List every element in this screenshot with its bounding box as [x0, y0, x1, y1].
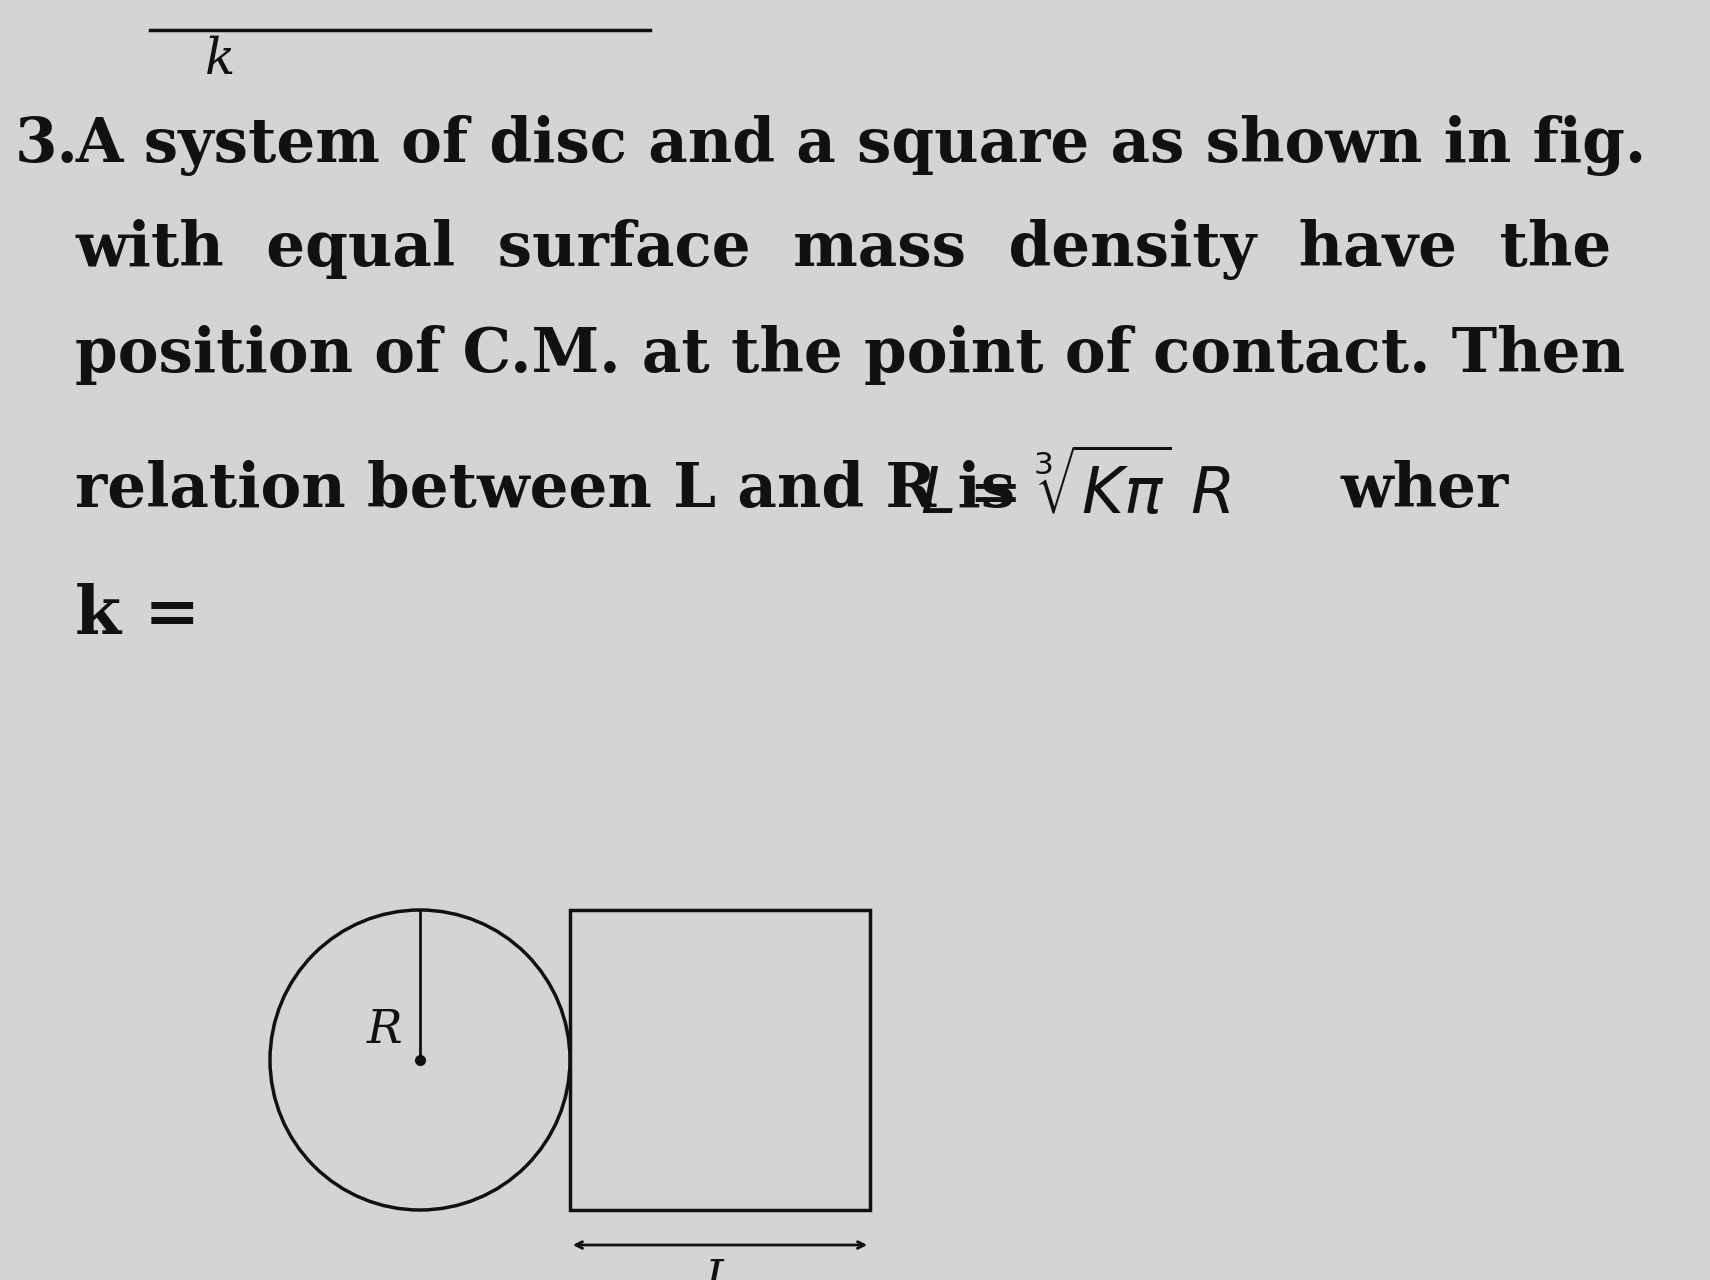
- Text: 3.: 3.: [15, 115, 79, 175]
- Text: relation between L and R is: relation between L and R is: [75, 460, 1036, 520]
- Text: wher: wher: [1341, 460, 1508, 520]
- Text: L: L: [705, 1257, 735, 1280]
- Text: k: k: [205, 36, 236, 84]
- Text: R: R: [368, 1007, 404, 1052]
- Text: A system of disc and a square as shown in fig.: A system of disc and a square as shown i…: [75, 114, 1647, 175]
- Text: with  equal  surface  mass  density  have  the: with equal surface mass density have the: [75, 219, 1611, 280]
- Text: $L = \sqrt[3]{K\pi}\ R$: $L = \sqrt[3]{K\pi}\ R$: [920, 452, 1231, 527]
- Text: position of C.M. at the point of contact. Then: position of C.M. at the point of contact…: [75, 325, 1624, 385]
- Text: k =: k =: [75, 582, 200, 648]
- Bar: [569, 910, 870, 1210]
